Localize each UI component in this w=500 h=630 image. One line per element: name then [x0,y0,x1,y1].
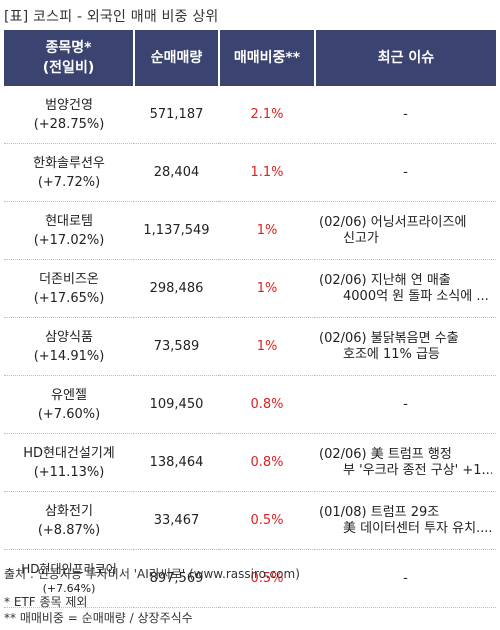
price-change: (+17.65%) [33,290,105,306]
table-row: HD현대인프라코어 (+7.64%) 897,569 0.5% - [4,549,496,608]
trade-ratio: 0.5% [219,491,315,550]
ranking-table: 종목명* (전일비) 순매매량 매매비중** 최근 이슈 범양건영 (+28.75… [4,30,496,608]
table-row: 삼양식품 (+14.91%) 73,589 1% (02/06) 불닭볶음면 수출 호조에… [4,317,496,376]
issue-text: - [403,164,408,180]
net-volume: 109,450 [134,375,219,434]
trade-ratio: 1.1% [219,143,315,202]
recent-issue: (02/06) 어닝서프라이즈에 신고가 [315,201,496,260]
stock-name: 더존비즈온 [39,271,99,287]
price-change: (+8.87%) [37,522,101,538]
issue-text: 호조에 11% 급등 [343,346,440,362]
stock-name: HD현대건설기계 [23,445,115,461]
recent-issue: - [315,86,496,144]
net-volume: 73,589 [134,317,219,376]
recent-issue: (01/08) 트럼프 29조 美 데이터센터 투자 유치...... [315,491,496,550]
stock-name: 범양건영 [45,97,93,113]
trade-ratio: 0.8% [219,433,315,492]
issue-text: (02/06) 지난해 연 매출 [319,272,451,288]
recent-issue: (02/06) 지난해 연 매출 4000억 원 돌파 소식에 ... [315,259,496,318]
header-stock-name: 종목명* (전일비) [4,30,135,86]
stock-cell: HD현대인프라코어 (+7.64%) [4,549,134,608]
net-volume: 298,486 [134,259,219,318]
issue-text: (02/06) 어닝서프라이즈에 [319,214,467,230]
table-body: 범양건영 (+28.75%) 571,187 2.1% - 한화솔루션우 (+7.72%) 2… [4,86,496,608]
footer: 출처 : 인공지능 투자비서 'AI라씨로' (www.rassiro.com)… [4,566,300,626]
header-name-label: 종목명* [45,40,92,56]
trade-ratio: 0.5% [219,549,315,608]
net-volume: 1,137,549 [134,201,219,260]
price-change: (+14.91%) [33,348,105,364]
issue-text: 부 '우크라 종전 구상' +1... [343,462,492,478]
price-change: (+17.02%) [33,232,105,248]
table-row: 한화솔루션우 (+7.72%) 28,404 1.1% - [4,143,496,202]
net-volume: 33,467 [134,491,219,550]
issue-text: 신고가 [343,230,379,246]
net-volume: 28,404 [134,143,219,202]
stock-cell: 삼양식품 (+14.91%) [4,317,134,376]
stock-cell: 현대로템 (+17.02%) [4,201,134,260]
issue-text: - [403,570,408,586]
stock-name: HD현대인프라코어 [21,561,117,576]
stock-cell: 삼화전기 (+8.87%) [4,491,134,550]
stock-cell: 범양건영 (+28.75%) [4,86,134,144]
recent-issue: (02/06) 美 트럼프 행정 부 '우크라 종전 구상' +1... [315,433,496,492]
stock-name: 삼화전기 [45,503,93,519]
price-change: (+7.64%) [42,581,96,595]
issue-text: 美 데이터센터 투자 유치...... [343,520,492,536]
price-change: (+7.60%) [37,406,101,422]
table-row: 유엔젤 (+7.60%) 109,450 0.8% - [4,375,496,434]
recent-issue: - [315,375,496,434]
issue-text: 4000억 원 돌파 소식에 ... [343,288,489,304]
stock-cell: 더존비즈온 (+17.65%) [4,259,134,318]
trade-ratio: 0.8% [219,375,315,434]
stock-name: 유엔젤 [51,387,87,403]
table-row: 삼화전기 (+8.87%) 33,467 0.5% (01/08) 트럼프 29조 美 데… [4,491,496,550]
issue-text: (02/06) 불닭볶음면 수출 [319,330,459,346]
net-volume: 571,187 [134,86,219,144]
table-row: 범양건영 (+28.75%) 571,187 2.1% - [4,86,496,144]
trade-ratio: 1% [219,201,315,260]
price-change: (+28.75%) [33,116,105,132]
stock-cell: 한화솔루션우 (+7.72%) [4,143,134,202]
page-title: [표] 코스피 - 외국인 매매 비중 상위 [4,9,219,25]
stock-cell: HD현대건설기계 (+11.13%) [4,433,134,492]
header-trade-ratio: 매매비중** [219,30,316,86]
table-row: HD현대건설기계 (+11.13%) 138,464 0.8% (02/06) 美 트럼… [4,433,496,492]
table-header-row: 종목명* (전일비) 순매매량 매매비중** 최근 이슈 [4,30,496,86]
recent-issue: - [315,143,496,202]
header-net-volume: 순매매량 [134,30,220,86]
footnote-ratio: ** 매매비중 = 순매매량 / 상장주식수 [4,611,193,625]
recent-issue: - [315,549,496,608]
issue-text: (02/06) 美 트럼프 행정 [319,446,452,462]
trade-ratio: 2.1% [219,86,315,144]
stock-name: 삼양식품 [45,329,93,345]
header-change-label: (전일비) [42,60,95,76]
trade-ratio: 1% [219,317,315,376]
stock-name: 현대로템 [45,213,93,229]
issue-text: - [403,106,408,122]
net-volume: 138,464 [134,433,219,492]
footnote-etf: * ETF 종목 제외 [4,595,88,609]
price-change: (+11.13%) [33,464,105,480]
price-change: (+7.72%) [37,174,101,190]
header-recent-issue: 최근 이슈 [315,30,496,86]
stock-name: 한화솔루션우 [33,155,105,171]
trade-ratio: 1% [219,259,315,318]
stock-cell: 유엔젤 (+7.60%) [4,375,134,434]
source-text: 출처 : 인공지능 투자비서 'AI라씨로' (www.rassiro.com) [4,567,300,581]
issue-text: - [403,396,408,412]
table-row: 더존비즈온 (+17.65%) 298,486 1% (02/06) 지난해 연 매출 4… [4,259,496,318]
issue-text: (01/08) 트럼프 29조 [319,504,440,520]
table-row: 현대로템 (+17.02%) 1,137,549 1% (02/06) 어닝서프라이즈에… [4,201,496,260]
net-volume: 897,569 [134,549,219,608]
recent-issue: (02/06) 불닭볶음면 수출 호조에 11% 급등 [315,317,496,376]
